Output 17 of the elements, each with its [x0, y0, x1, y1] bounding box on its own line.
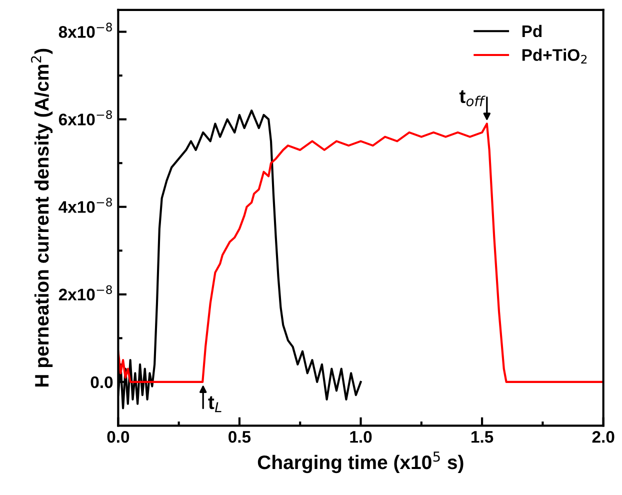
legend-label: Pd+TiO$_{2}$ [522, 48, 587, 64]
x-tick-label: 0.0 [107, 431, 130, 443]
annotation: t$_{L}$ [208, 396, 222, 412]
legend-label: Pd [522, 24, 542, 38]
x-axis-title: Charging time (x10$^{5}$ s) [258, 452, 464, 474]
line-series [118, 122, 604, 383]
y-tick-label: 8x10$^{−8}$ [58, 22, 112, 38]
y-tick-label: 4x10$^{−8}$ [58, 198, 112, 213]
y-tick-label: 2x10$^{−8}$ [58, 285, 112, 300]
x-tick-label: 1.0 [350, 431, 372, 443]
y-axis-title: H perneation current density (A/cm$^{2}$) [30, 48, 53, 387]
y-tick-label: 6x10$^{−8}$ [58, 110, 112, 126]
annotation: t$_{off}$ [459, 90, 486, 106]
y-tick-label: 0.0 [90, 376, 113, 388]
x-tick-label: 2.0 [592, 431, 614, 443]
x-tick-label: 1.5 [472, 431, 494, 443]
x-tick-label: 0.5 [228, 431, 251, 443]
